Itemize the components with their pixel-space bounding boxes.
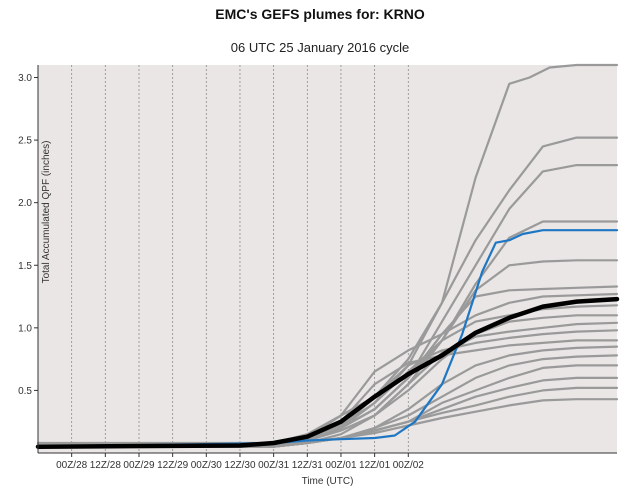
x-tick-label: 00Z/30 xyxy=(191,460,223,471)
x-tick-label: 12Z/28 xyxy=(90,460,122,471)
y-tick-label: 3.0 xyxy=(18,73,32,84)
y-tick-label: 2.0 xyxy=(18,198,32,209)
x-tick-label: 00Z/29 xyxy=(123,460,155,471)
y-tick-label: 1.0 xyxy=(18,323,32,334)
x-tick-label: 00Z/01 xyxy=(325,460,357,471)
x-tick-label: 12Z/01 xyxy=(359,460,391,471)
y-tick-label: 2.5 xyxy=(18,136,32,147)
grid-lines xyxy=(71,65,409,453)
y-tick-label: 0.5 xyxy=(18,386,32,397)
y-tick-label: 1.5 xyxy=(18,261,32,272)
x-tick-label: 00Z/28 xyxy=(56,460,88,471)
member-line xyxy=(36,398,619,448)
x-tick-label: 12Z/30 xyxy=(224,460,256,471)
x-tick-label: 00Z/02 xyxy=(393,460,425,471)
x-axis-title: Time (UTC) xyxy=(302,476,354,487)
plot-area xyxy=(38,65,617,453)
series-lines xyxy=(35,63,620,449)
ensemble-mean-line xyxy=(35,296,620,449)
chart-title: EMC's GEFS plumes for: KRNO xyxy=(215,6,425,22)
x-tick-label: 12Z/31 xyxy=(292,460,324,471)
y-axis-title: Total Accumulated QPF (inches) xyxy=(41,141,52,284)
axes: 00Z/28 12Z/28 00Z/29 12Z/29 00Z/30 12Z/30 00Z/… xyxy=(18,65,617,471)
chart-subtitle: 06 UTC 25 January 2016 cycle xyxy=(230,40,410,55)
x-tick-label: 12Z/29 xyxy=(157,460,189,471)
highlight-member-line xyxy=(36,229,619,448)
x-tick-label: 00Z/31 xyxy=(258,460,290,471)
